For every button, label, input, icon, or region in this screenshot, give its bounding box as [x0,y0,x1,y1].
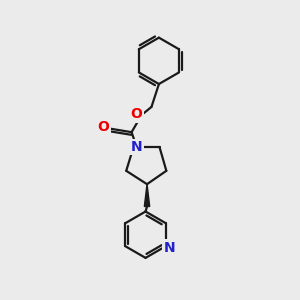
Text: O: O [130,107,142,121]
Polygon shape [144,184,150,206]
Text: O: O [98,120,109,134]
Text: N: N [164,241,175,255]
Text: N: N [131,140,142,154]
